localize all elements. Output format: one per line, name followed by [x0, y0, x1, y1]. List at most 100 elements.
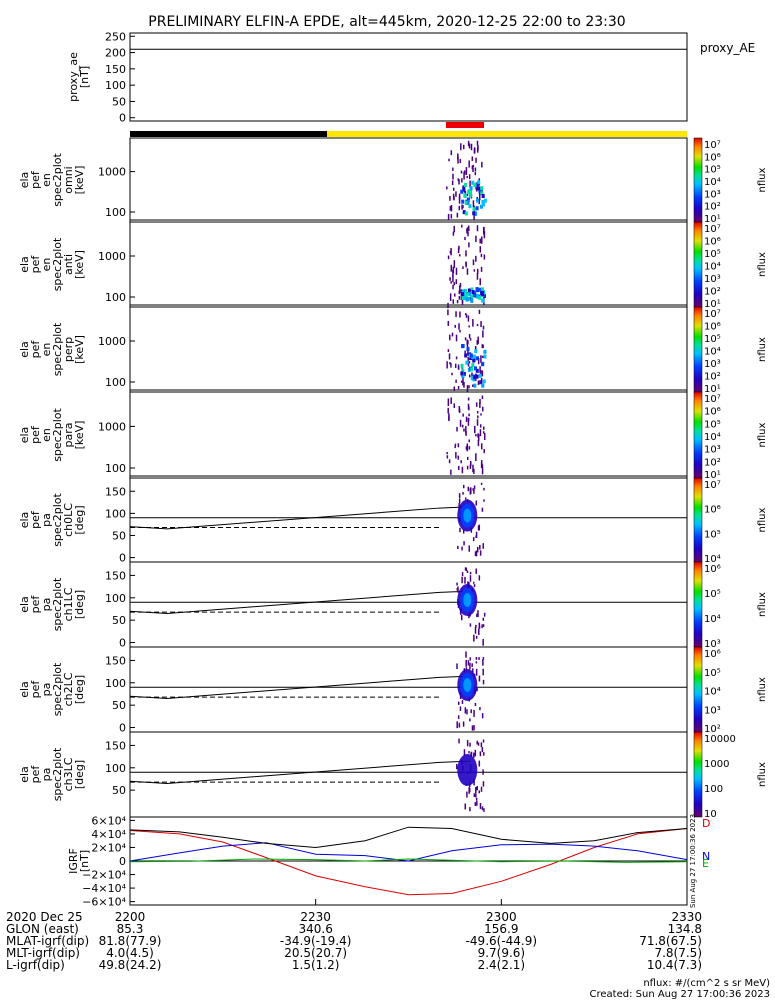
spec_anti-pixel: [467, 288, 471, 293]
spec_perp-colorbar-tick-label: 10³: [704, 359, 721, 370]
spec_omni-pixel: [460, 170, 463, 174]
spec_para-pixel: [475, 434, 477, 437]
spec_para-pixel: [480, 443, 483, 450]
spec_omni-pixel: [452, 173, 454, 180]
spec_perp-ylabel-line: [keV]: [73, 335, 86, 364]
spec_anti-pixel: [452, 284, 454, 290]
spec_para-pixel: [459, 419, 462, 427]
spec_anti-pixel: [452, 231, 455, 236]
pa_ch1-pixel: [477, 610, 479, 618]
spec_para-pixel: [472, 464, 474, 473]
pa_ch0-pixel: [475, 550, 478, 557]
time-axis-value: 2200: [115, 910, 146, 924]
spec_para-pixel: [448, 416, 450, 420]
spec_omni-pixel: [472, 207, 476, 212]
pa_ch2-pixel: [462, 721, 465, 727]
pa_ch3-pixel: [473, 793, 476, 797]
spec_omni-ylabel-line: [keV]: [73, 166, 86, 195]
pa_ch1-pixel: [469, 575, 472, 582]
spec_omni-pixel: [455, 191, 457, 197]
pa_ch2-pixel: [456, 721, 458, 729]
spec_perp-pixel: [468, 385, 470, 389]
pa_ch2-pixel: [457, 701, 460, 705]
time-axis-value: 81.8(77.9): [99, 934, 162, 948]
spec_anti-pixel: [465, 292, 469, 297]
spec_anti-pixel: [480, 287, 484, 292]
spec_omni-colorbar-label: nflux: [757, 167, 768, 192]
pa_ch3-pixel: [466, 791, 468, 798]
spec_omni-pixel: [481, 161, 483, 168]
pa_ch3-pixel: [481, 746, 484, 753]
pa_ch2-frame: [129, 646, 688, 733]
spec_omni-pixel: [481, 194, 485, 199]
spec_anti-pixel: [475, 288, 479, 293]
spec_omni-pixel: [478, 199, 481, 205]
footer-units: nflux: #/(cm^2 s sr MeV): [643, 978, 770, 989]
spec_perp-pixel: [468, 374, 471, 378]
pa_ch0-tick-label: 0: [119, 552, 126, 565]
time-axis-row-label: MLAT-igrf(dip): [6, 934, 89, 948]
pa_ch3-pixel: [482, 752, 485, 756]
spec_omni-pixel: [462, 210, 466, 215]
pa_ch2-colorbar-tick-label: 10⁶: [704, 649, 721, 660]
spec_omni-colorbar-tick-label: 10⁷: [704, 140, 721, 151]
pa_ch1-pixel: [475, 568, 477, 574]
spec_anti-pixel: [464, 236, 466, 241]
pa_ch2-tick-label: 0: [119, 722, 126, 735]
pa_ch1-pixel: [483, 612, 486, 617]
spec_omni-pixel: [468, 160, 470, 168]
spec_omni-pixel: [475, 157, 477, 163]
spec_perp-pixel: [477, 380, 480, 386]
spec_para-ylabel-line: ela: [18, 427, 31, 444]
pa_ch2-pixel: [482, 659, 484, 666]
spec_perp-pixel: [477, 336, 479, 344]
pa_ch0-pixel: [468, 545, 470, 551]
pa_ch0-colorbar-bar: [693, 477, 703, 563]
spec_omni-pixel: [467, 189, 471, 194]
spec_anti-pixel: [468, 291, 472, 296]
spec_perp-pixel: [482, 379, 486, 384]
spec_para-pixel: [457, 455, 460, 460]
pa_ch2-ylabel-line: pef: [29, 680, 42, 699]
pa_ch0-pixel: [458, 498, 461, 504]
spec_omni-pixel: [466, 176, 468, 179]
spec_perp-pixel: [474, 349, 478, 354]
pa_ch1-pixel: [482, 638, 484, 646]
pa_ch3-pixel: [473, 778, 475, 786]
spec_para-pixel: [475, 453, 477, 462]
spec_omni-ylabel-line: pef: [29, 170, 42, 189]
spec_perp-pixel: [451, 372, 453, 376]
pa_ch3-pixel: [474, 802, 477, 806]
spec_anti-pixel: [478, 295, 482, 300]
spec_anti-pixel: [483, 230, 486, 239]
pa_ch3-pixel: [482, 739, 485, 743]
spec_omni-pixel: [463, 171, 465, 180]
pa_ch0-pixel: [459, 527, 461, 533]
spec_omni-pixel: [462, 144, 465, 150]
time-axis-value: -34.9(-19.4): [280, 934, 351, 948]
spec_omni-pixel: [474, 172, 477, 176]
spec_omni-colorbar-tick-label: 10⁶: [704, 152, 721, 163]
pa_ch1-ylabel-line: [deg]: [73, 590, 86, 619]
spec_omni-ylabel-line: omni: [62, 166, 75, 193]
igrf-tick-label: −4×10⁴: [82, 882, 126, 895]
spec_anti-pixel: [459, 285, 461, 293]
spec_anti-ylabel-line: spec2plot: [51, 237, 64, 291]
spec_omni-pixel: [471, 156, 474, 162]
spec_omni-pixel: [476, 196, 478, 200]
proxy-ae-ylabel: proxy_ae[nT]: [67, 52, 91, 102]
spec_omni-pixel: [475, 206, 479, 211]
spec_perp-ylabel-line: spec2plot: [51, 322, 64, 376]
pa_ch2-colorbar-tick-label: 10²: [704, 724, 721, 735]
spec_omni-pixel: [450, 204, 453, 212]
spec_omni-pixel: [462, 205, 464, 209]
pa_ch2-colorbar: 10⁶ 10⁵ 10⁴ 10³ 10² nflux: [693, 646, 768, 735]
spec_omni-pixel: [458, 193, 461, 200]
pa_ch0-pixel: [472, 537, 475, 542]
pa_ch2-pixel: [465, 667, 468, 671]
spec_anti-pixel: [467, 232, 469, 237]
pa_ch3-pixel: [483, 808, 485, 812]
pa_ch0-blob: [463, 508, 472, 523]
spec_para-pixel: [482, 406, 484, 412]
spec_anti-pixel: [462, 266, 464, 269]
